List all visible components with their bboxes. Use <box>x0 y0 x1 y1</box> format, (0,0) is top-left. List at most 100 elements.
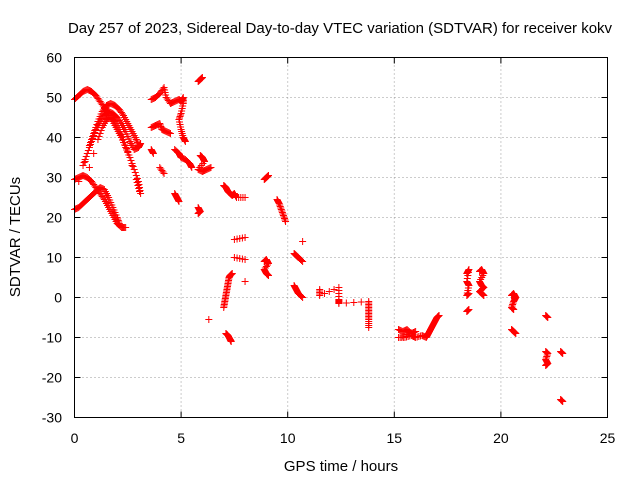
data-point <box>282 218 290 225</box>
data-point <box>121 139 129 146</box>
data-point <box>279 210 287 218</box>
data-point <box>281 215 289 222</box>
data-point <box>198 74 206 81</box>
series-sat-i <box>194 74 215 217</box>
data-point <box>156 121 164 129</box>
data-point <box>479 269 487 276</box>
data-point <box>320 290 328 297</box>
data-point <box>277 206 285 213</box>
x-tick-label: 20 <box>493 430 509 446</box>
data-point <box>279 212 287 219</box>
data-point <box>435 312 443 319</box>
data-point <box>241 256 249 263</box>
series-sat-q <box>508 290 567 405</box>
data-point <box>159 168 167 176</box>
y-tick-label: 40 <box>46 130 62 146</box>
x-axis-label: GPS time / hours <box>284 458 398 475</box>
data-point <box>278 207 286 215</box>
data-point <box>275 200 283 207</box>
data-point <box>122 224 130 231</box>
data-point <box>174 197 182 204</box>
data-point <box>82 153 90 160</box>
data-point <box>132 136 140 143</box>
data-point <box>134 142 142 149</box>
data-point <box>90 150 98 157</box>
tick-labels: 0 5 10 15 20 25 -30 -20 -10 0 10 20 30 40 50 60 <box>42 50 616 447</box>
data-point <box>276 201 284 209</box>
y-tick-label: -30 <box>42 410 62 426</box>
data-point <box>134 140 142 148</box>
data-point <box>177 110 185 117</box>
data-point <box>188 164 196 171</box>
y-tick-label: -20 <box>42 370 62 386</box>
data-point <box>175 198 183 205</box>
y-tick-label: 30 <box>46 170 62 186</box>
data-point <box>464 269 472 276</box>
data-point <box>122 142 130 149</box>
data-point <box>127 157 135 164</box>
series-sat-l <box>260 172 273 279</box>
data-point <box>510 306 518 313</box>
data-point <box>299 238 307 245</box>
data-point <box>412 328 420 335</box>
series-sat-o <box>395 312 443 341</box>
data-point <box>187 163 195 170</box>
data-point <box>510 298 518 305</box>
series-sat-p <box>463 266 488 315</box>
data-point <box>130 166 138 173</box>
data-point <box>299 294 307 301</box>
series-sat-e <box>71 172 130 231</box>
data-point <box>120 136 128 143</box>
data-point <box>350 299 358 306</box>
series-sat-d <box>85 114 144 195</box>
plot-frame <box>74 57 608 418</box>
data-point <box>134 182 142 189</box>
data-point <box>241 194 249 201</box>
data-point <box>299 258 307 265</box>
data-point <box>298 293 306 300</box>
data-point <box>115 218 123 226</box>
series-sat-m <box>273 196 307 301</box>
data-point <box>124 148 132 155</box>
data-point <box>177 111 185 119</box>
data-point <box>544 350 552 357</box>
data-point <box>126 154 134 161</box>
data-point <box>160 170 168 177</box>
data-point <box>129 163 137 170</box>
data-point <box>241 234 249 241</box>
data-point <box>123 145 131 152</box>
data-point <box>464 272 472 279</box>
data-point <box>83 150 91 157</box>
data-point <box>559 350 567 357</box>
data-point <box>276 203 284 210</box>
data-point <box>205 316 213 323</box>
data-point <box>92 124 100 131</box>
data-point <box>89 133 97 140</box>
data-point <box>88 136 96 143</box>
series-sat-f <box>71 184 123 227</box>
data-point <box>86 139 94 146</box>
data-point <box>480 292 488 299</box>
data-point <box>149 150 157 157</box>
series-sat-c <box>81 100 142 165</box>
data-point <box>181 138 189 145</box>
data-point <box>200 157 208 164</box>
data-point <box>509 299 517 307</box>
data-point <box>335 300 343 307</box>
series-sat-j <box>205 182 249 323</box>
x-tick-label: 10 <box>280 430 296 446</box>
data-point <box>176 113 184 120</box>
series-sat-h <box>147 120 196 205</box>
data-point <box>81 158 89 165</box>
data-point <box>131 169 139 176</box>
data-point <box>133 137 141 145</box>
data-point <box>166 130 174 137</box>
data-point <box>277 204 285 212</box>
data-point <box>342 299 350 307</box>
series-sat-k <box>220 270 236 345</box>
data-point <box>128 162 136 169</box>
y-tick-label: 0 <box>54 290 62 306</box>
y-tick-label: 50 <box>46 90 62 106</box>
data-point <box>93 121 101 128</box>
